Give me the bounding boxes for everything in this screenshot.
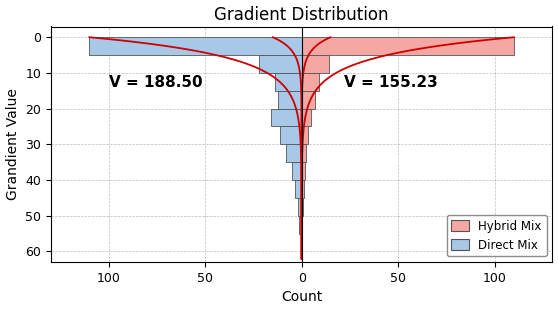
Bar — [295, 180, 302, 198]
Bar — [301, 234, 302, 251]
Bar — [302, 126, 309, 144]
Text: V = 155.23: V = 155.23 — [344, 75, 438, 90]
Bar — [302, 91, 315, 108]
Bar — [278, 91, 302, 108]
Legend: Hybrid Mix, Direct Mix: Hybrid Mix, Direct Mix — [446, 215, 546, 256]
Bar — [302, 55, 329, 73]
Text: V = 188.50: V = 188.50 — [109, 75, 203, 90]
Bar — [275, 73, 302, 91]
Bar — [259, 55, 302, 73]
Bar — [299, 216, 302, 234]
X-axis label: Count: Count — [281, 290, 323, 304]
Title: Gradient Distribution: Gradient Distribution — [214, 6, 389, 24]
Bar — [302, 180, 304, 198]
Bar — [271, 108, 302, 126]
Bar — [292, 162, 302, 180]
Bar — [298, 198, 302, 216]
Bar — [302, 37, 514, 55]
Bar — [89, 37, 302, 55]
Bar — [302, 73, 319, 91]
Y-axis label: Grandient Value: Grandient Value — [6, 88, 20, 200]
Bar — [302, 144, 306, 162]
Bar — [302, 162, 305, 180]
Bar — [302, 108, 311, 126]
Bar — [281, 126, 302, 144]
Bar — [286, 144, 302, 162]
